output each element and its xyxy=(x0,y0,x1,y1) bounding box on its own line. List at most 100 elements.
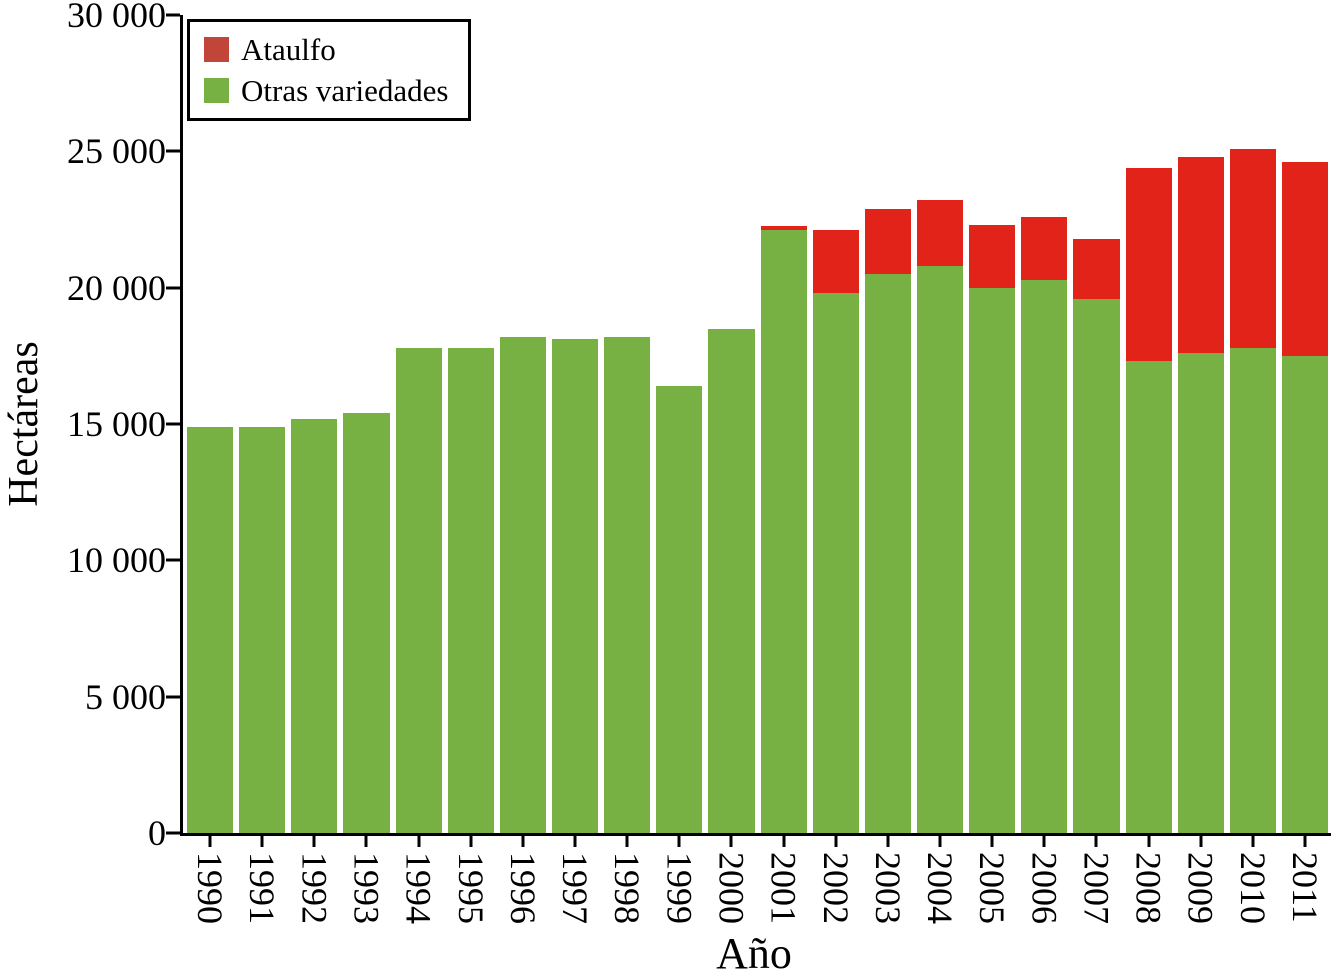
x-tick-label: 1997 xyxy=(555,852,596,924)
x-tick-label: 1990 xyxy=(190,852,231,924)
x-tick xyxy=(1303,836,1307,847)
x-tick xyxy=(886,836,890,847)
y-tick-label: 0 xyxy=(148,813,166,853)
bar-segment-otras-variedades xyxy=(187,426,234,833)
x-tick-label: 2005 xyxy=(972,852,1013,924)
bar-segment-otras-variedades xyxy=(1281,355,1329,833)
legend-entry-otras-variedades: Otras variedades xyxy=(204,75,448,106)
x-tick xyxy=(208,836,212,847)
bar-segment-otras-variedades xyxy=(1021,279,1068,833)
bar-segment-otras-variedades xyxy=(604,336,651,833)
bar-column-2007: 2007 xyxy=(1073,15,1120,924)
bar-column-1996: 1996 xyxy=(499,15,546,924)
x-tick xyxy=(521,836,525,847)
legend-label-ataulfo: Ataulfo xyxy=(241,32,336,67)
x-tick xyxy=(417,836,421,847)
bar-column-1993: 1993 xyxy=(343,15,390,924)
y-tick-label: 15 000 xyxy=(67,404,166,444)
bar-column-1990: 1990 xyxy=(187,15,234,924)
x-tick xyxy=(677,836,681,847)
bar-column-2010: 2010 xyxy=(1229,15,1276,924)
bar-segment-otras-variedades xyxy=(1229,347,1276,833)
x-tick-label: 2010 xyxy=(1232,852,1273,924)
x-axis-title: Año xyxy=(716,929,792,978)
x-tick xyxy=(1147,836,1151,847)
y-tick-label: 30 000 xyxy=(67,0,166,35)
bar-segment-ataulfo xyxy=(760,226,807,231)
x-tick xyxy=(729,836,733,847)
x-tick xyxy=(260,836,264,847)
y-tick xyxy=(166,13,180,17)
plot-area: 1990 1991 1992 1993 1994 1995 1996 1997 1998 1999… xyxy=(166,13,1331,924)
y-tick-label: 20 000 xyxy=(67,267,166,308)
x-tick-label: 1994 xyxy=(398,852,439,924)
x-tick-label: 2007 xyxy=(1076,852,1117,924)
bar-segment-ataulfo xyxy=(1281,162,1329,356)
x-tick-label: 2008 xyxy=(1128,852,1169,924)
y-tick xyxy=(166,422,180,426)
y-tick xyxy=(166,831,180,835)
bar-segment-otras-variedades xyxy=(1177,353,1224,833)
x-tick-label: 2009 xyxy=(1180,852,1221,924)
bar-column-2011: 2011 xyxy=(1281,15,1329,923)
bar-segment-ataulfo xyxy=(969,224,1016,288)
x-tick-label: 1991 xyxy=(242,852,283,924)
x-tick-label: 1992 xyxy=(294,852,335,924)
bar-segment-otras-variedades xyxy=(1073,298,1120,833)
legend-swatch-otras-variedades-icon xyxy=(204,78,229,103)
x-tick-label: 2002 xyxy=(815,852,856,924)
x-tick xyxy=(1042,836,1046,847)
x-tick xyxy=(938,836,942,847)
bar-segment-otras-variedades xyxy=(708,328,755,833)
x-tick xyxy=(990,836,994,847)
bar-segment-ataulfo xyxy=(1177,156,1224,354)
x-tick xyxy=(834,836,838,847)
bar-column-2003: 2003 xyxy=(864,15,911,924)
bar-column-2006: 2006 xyxy=(1021,15,1068,924)
legend: Ataulfo Otras variedades xyxy=(187,19,472,121)
bar-column-1995: 1995 xyxy=(447,15,494,924)
bar-segment-ataulfo xyxy=(916,200,964,266)
bar-segment-ataulfo xyxy=(1073,238,1120,299)
y-tick xyxy=(166,558,180,562)
bar-column-1992: 1992 xyxy=(291,15,338,924)
bar-column-1999: 1999 xyxy=(656,15,703,924)
y-tick-label: 25 000 xyxy=(67,131,166,172)
legend-swatch-ataulfo-icon xyxy=(204,37,229,62)
bar-segment-otras-variedades xyxy=(291,418,338,833)
x-tick-label: 2011 xyxy=(1285,852,1326,923)
y-tick xyxy=(166,695,180,699)
bar-column-1994: 1994 xyxy=(395,15,442,924)
bar-column-2000: 2000 xyxy=(708,15,755,924)
bar-segment-otras-variedades xyxy=(812,293,859,833)
x-tick xyxy=(469,836,473,847)
bar-column-2008: 2008 xyxy=(1125,15,1172,924)
bar-column-1997: 1997 xyxy=(551,15,599,924)
x-tick xyxy=(573,836,577,847)
x-tick xyxy=(364,836,368,847)
bars: 1990 1991 1992 1993 1994 1995 1996 1997 1998 1999… xyxy=(183,15,1331,924)
bar-column-2004: 2004 xyxy=(916,15,964,924)
bar-column-1998: 1998 xyxy=(604,15,651,924)
bar-segment-ataulfo xyxy=(1229,148,1276,348)
bar-segment-otras-variedades xyxy=(864,274,911,833)
y-tick xyxy=(166,149,180,153)
bar-segment-otras-variedades xyxy=(499,336,546,833)
bar-segment-otras-variedades xyxy=(343,413,390,833)
bar-segment-otras-variedades xyxy=(1125,361,1172,833)
x-tick xyxy=(1199,836,1203,847)
y-axis-labels: 0 5 000 10 000 15 000 20 000 25 000 30 000 xyxy=(0,0,166,851)
bar-segment-otras-variedades xyxy=(551,339,599,833)
x-tick-label: 2006 xyxy=(1024,852,1065,924)
bar-segment-otras-variedades xyxy=(916,265,964,833)
bar-segment-otras-variedades xyxy=(395,347,442,833)
x-tick-label: 1995 xyxy=(450,852,491,924)
y-tick xyxy=(166,286,180,290)
bar-segment-otras-variedades xyxy=(656,385,703,833)
bar-column-2005: 2005 xyxy=(969,15,1016,924)
bar-segment-otras-variedades xyxy=(447,347,494,833)
bar-segment-ataulfo xyxy=(864,208,911,275)
bar-column-1991: 1991 xyxy=(239,15,286,924)
x-tick-label: 2001 xyxy=(763,852,804,924)
bar-column-2002: 2002 xyxy=(812,15,859,924)
